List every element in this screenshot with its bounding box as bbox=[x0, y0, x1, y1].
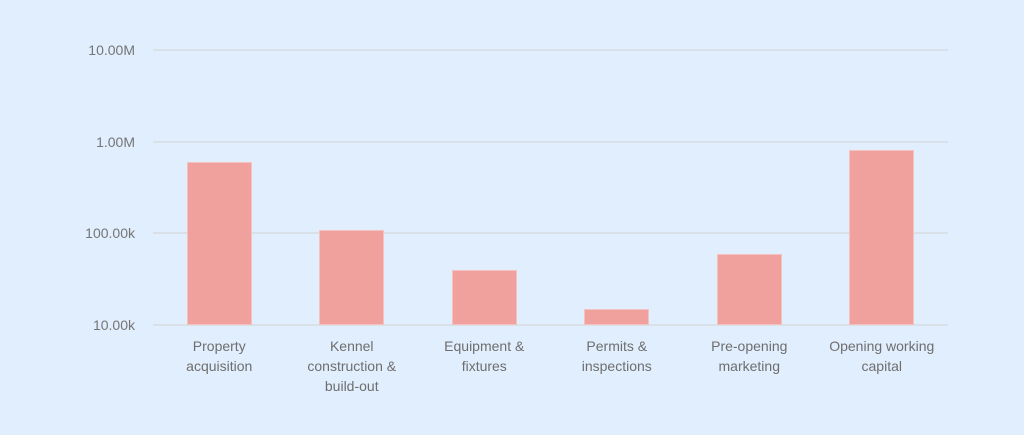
x-category-label: Pre-opening marketing bbox=[711, 338, 788, 374]
x-category-label: Permits & inspections bbox=[581, 338, 652, 374]
bar[interactable] bbox=[319, 229, 385, 325]
bar[interactable] bbox=[186, 161, 252, 325]
gridline bbox=[153, 140, 948, 143]
x-category-label: Kennel construction & build-out bbox=[307, 338, 397, 394]
bar[interactable] bbox=[584, 308, 650, 325]
y-tick-label: 100.00k bbox=[85, 225, 135, 242]
x-category-label: Property acquisition bbox=[186, 338, 253, 374]
bar[interactable] bbox=[451, 269, 517, 325]
x-category-label: Equipment & fixtures bbox=[444, 338, 525, 374]
bar[interactable] bbox=[849, 149, 915, 325]
gridline bbox=[153, 232, 948, 235]
gridline bbox=[153, 324, 948, 326]
bar[interactable] bbox=[716, 253, 782, 325]
gridline bbox=[153, 48, 948, 51]
y-tick-label: 10.00M bbox=[88, 41, 135, 58]
y-tick-label: 10.00k bbox=[92, 317, 135, 333]
x-category-label: Opening working capital bbox=[829, 338, 935, 374]
y-tick-label: 1.00M bbox=[96, 133, 135, 150]
